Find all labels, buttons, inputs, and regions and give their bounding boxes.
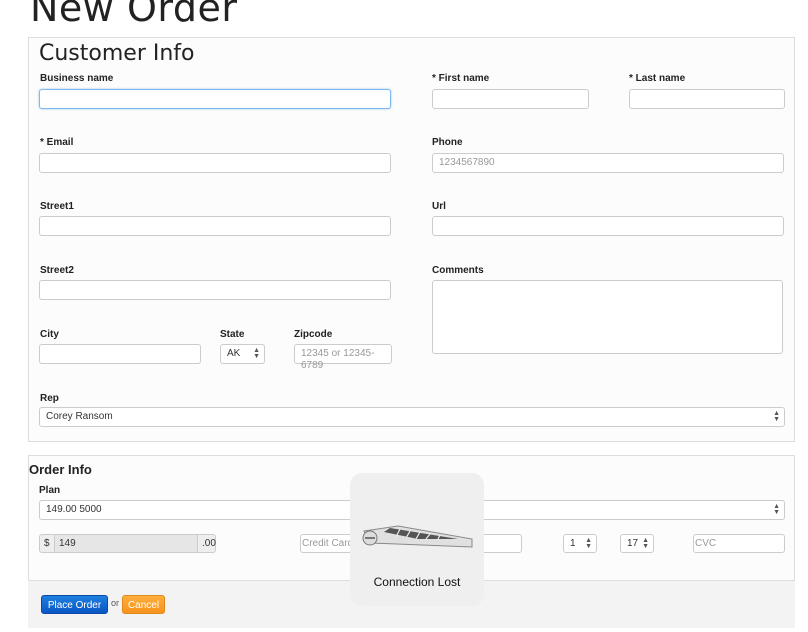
connection-lost-message: Connection Lost — [373, 575, 461, 589]
url-label: Url — [432, 201, 446, 212]
exp-month-select[interactable]: 1 ▲ ▼ — [563, 534, 597, 553]
phone-input[interactable]: 1234567890 — [432, 153, 784, 173]
exp-year-value: 17 — [627, 538, 639, 549]
comments-textarea[interactable] — [432, 280, 783, 354]
connection-lost-overlay: Connection Lost — [350, 473, 484, 606]
cvc-input[interactable]: CVC — [693, 534, 785, 553]
or-text: or — [111, 598, 120, 608]
street2-input[interactable] — [39, 280, 391, 300]
phone-label: Phone — [432, 137, 463, 148]
cents-suffix: .00 — [197, 534, 216, 553]
keyboard-icon — [362, 525, 473, 548]
state-select[interactable]: AK ▲ ▼ — [220, 344, 265, 364]
street2-label: Street2 — [40, 265, 74, 276]
cancel-button[interactable]: Cancel — [122, 595, 165, 614]
page-title: New Order — [30, 0, 238, 30]
email-label: * Email — [40, 137, 74, 148]
rep-value: Corey Ransom — [46, 411, 113, 422]
zipcode-label: Zipcode — [294, 329, 333, 340]
exp-year-select[interactable]: 17 ▲ ▼ — [620, 534, 654, 553]
street1-label: Street1 — [40, 201, 74, 212]
business-name-label: Business name — [40, 73, 114, 84]
first-name-input[interactable] — [432, 89, 589, 109]
business-name-input[interactable] — [39, 89, 391, 109]
select-arrows-icon: ▲ ▼ — [773, 503, 780, 516]
city-label: City — [40, 329, 59, 340]
zipcode-input[interactable]: 12345 or 12345-6789 — [294, 344, 392, 371]
first-name-label: * First name — [432, 73, 490, 84]
last-name-label: * Last name — [629, 73, 686, 84]
url-input[interactable] — [432, 216, 784, 236]
exp-month-value: 1 — [570, 538, 576, 549]
street1-input[interactable] — [39, 216, 391, 236]
order-info-heading: Order Info — [29, 462, 92, 477]
rep-label: Rep — [40, 393, 59, 404]
email-input[interactable] — [39, 153, 391, 173]
place-order-button[interactable]: Place Order — [41, 595, 108, 614]
price-input: 149 — [54, 534, 198, 553]
comments-label: Comments — [432, 265, 484, 276]
state-value: AK — [227, 348, 241, 359]
plan-label: Plan — [39, 485, 61, 496]
select-arrows-icon: ▲ ▼ — [253, 347, 260, 360]
last-name-input[interactable] — [629, 89, 785, 109]
customer-info-heading: Customer Info — [39, 41, 195, 66]
plan-value: 149.00 5000 — [46, 504, 102, 515]
select-arrows-icon: ▲ ▼ — [642, 537, 649, 550]
rep-select[interactable]: Corey Ransom ▲ ▼ — [39, 407, 785, 427]
currency-prefix: $ — [39, 534, 55, 553]
select-arrows-icon: ▲ ▼ — [773, 410, 780, 423]
select-arrows-icon: ▲ ▼ — [585, 537, 592, 550]
state-label: State — [220, 329, 245, 340]
city-input[interactable] — [39, 344, 201, 364]
